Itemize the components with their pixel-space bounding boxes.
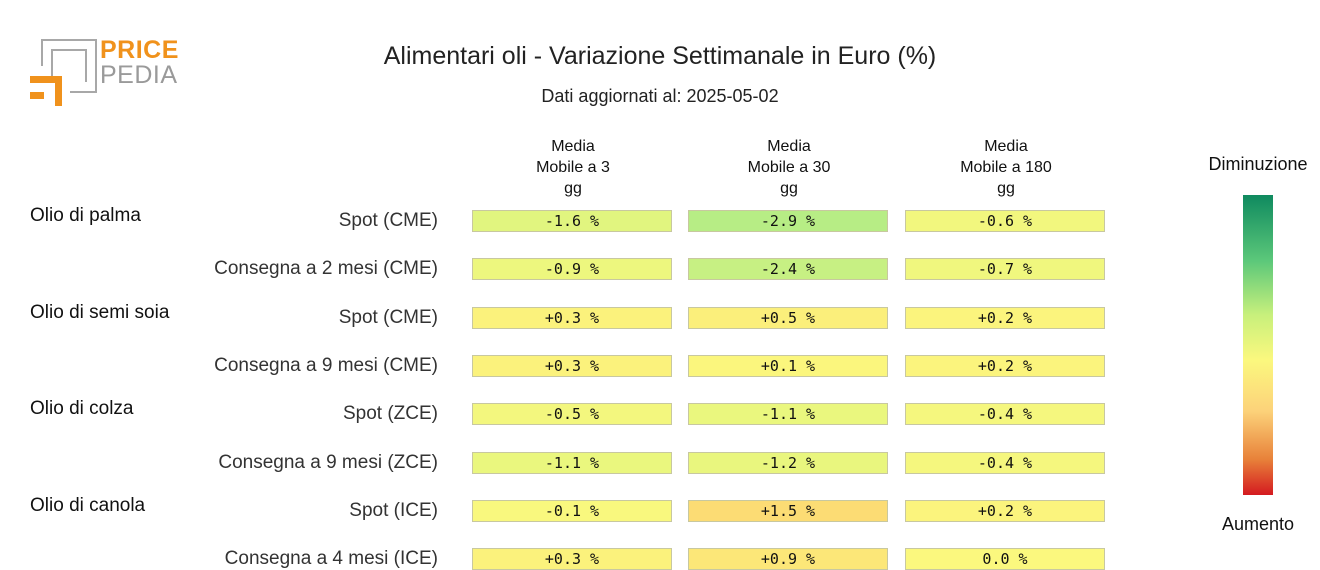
row-label: Consegna a 4 mesi (ICE): [224, 548, 438, 570]
column-header-line: gg: [564, 180, 582, 197]
group-label: Olio di semi soia: [30, 301, 170, 323]
row-label: Consegna a 9 mesi (ZCE): [218, 451, 438, 473]
heatmap-cell: +0.3 %: [472, 354, 672, 377]
heatmap-cell: -0.7 %: [905, 258, 1105, 281]
column-header: Media Mobile a 3 gg: [472, 136, 674, 199]
heatmap-cell: -1.1 %: [472, 451, 672, 474]
column-header: Media Mobile a 180 gg: [905, 136, 1107, 199]
logo-mark-icon: [30, 39, 97, 106]
group-label: Olio di canola: [30, 494, 146, 516]
column-header-line: Mobile a 3: [536, 159, 610, 176]
row-label: Consegna a 9 mesi (CME): [214, 354, 438, 376]
group-label: Olio di colza: [30, 398, 134, 420]
heatmap-cell: 0.0 %: [905, 548, 1105, 570]
row-label: Consegna a 2 mesi (CME): [214, 258, 438, 280]
heatmap-cell: +0.1 %: [688, 354, 888, 377]
heatmap-cell: -2.9 %: [688, 210, 888, 232]
heatmap-cell: +0.2 %: [905, 306, 1105, 329]
legend-label-increase: Aumento: [1221, 514, 1295, 534]
group-label: Olio di palma: [30, 205, 141, 226]
chart-subtitle: Dati aggiornati al: 2025-05-02: [541, 86, 779, 106]
logo-word-pedia: PEDIA: [100, 61, 178, 89]
heatmap-cell: -0.9 %: [472, 258, 672, 281]
heatmap-cell: -0.4 %: [905, 403, 1105, 426]
column-header-line: gg: [997, 180, 1015, 197]
column-header-line: Media: [767, 138, 811, 155]
heatmap-cell: +0.9 %: [688, 548, 888, 570]
column-header: Media Mobile a 30 gg: [688, 136, 890, 199]
column-header-line: gg: [780, 180, 798, 197]
column-header-line: Media: [984, 138, 1028, 155]
heatmap-cell: +0.3 %: [472, 306, 672, 329]
pricepedia-logo: PRICE PEDIA: [28, 36, 188, 110]
heatmap-cell: -0.4 %: [905, 451, 1105, 474]
row-label: Spot (CME): [338, 210, 438, 231]
column-header-line: Mobile a 30: [747, 159, 831, 176]
heatmap-cell: +1.5 %: [688, 499, 888, 522]
heatmap-cell: +0.2 %: [905, 354, 1105, 377]
row-label: Spot (CME): [338, 306, 438, 328]
heatmap-cell: -0.1 %: [472, 499, 672, 522]
legend-label-decrease: Diminuzione: [1208, 154, 1308, 174]
heatmap-cell: -2.4 %: [688, 258, 888, 281]
heatmap-cell: -0.6 %: [905, 210, 1105, 232]
column-header-line: Mobile a 180: [960, 159, 1052, 176]
heatmap-cell: -1.6 %: [472, 210, 672, 232]
heatmap-cell: -1.1 %: [688, 403, 888, 426]
heatmap-cell: +0.2 %: [905, 499, 1105, 522]
heatmap-cell: +0.5 %: [688, 306, 888, 329]
heatmap-cell: -1.2 %: [688, 451, 888, 474]
chart-title: Alimentari oli - Variazione Settimanale …: [383, 42, 937, 70]
row-label: Spot (ZCE): [342, 403, 438, 425]
row-label: Spot (ICE): [349, 499, 438, 521]
legend-color-bar: [1243, 195, 1273, 495]
heatmap-cell: -0.5 %: [472, 403, 672, 426]
logo-word-price: PRICE: [100, 36, 179, 64]
heatmap-cell: +0.3 %: [472, 548, 672, 570]
logo-wordmark: PRICE PEDIA: [100, 38, 179, 88]
column-header-line: Media: [551, 138, 595, 155]
